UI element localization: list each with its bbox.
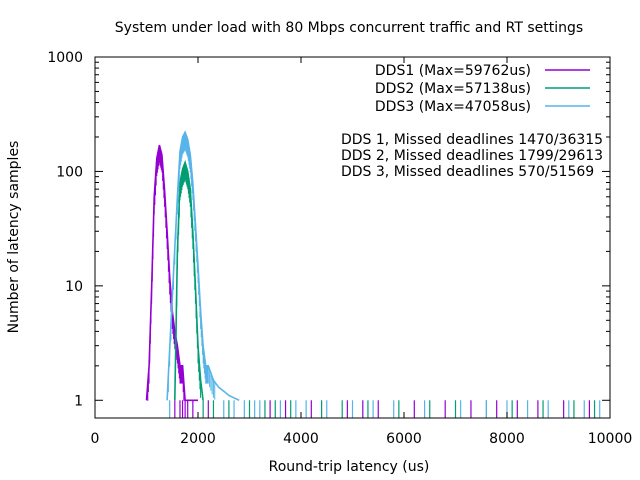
legend: DDS1 (Max=59762us) DDS2 (Max=57138us) DDS3… [375, 63, 590, 115]
series-2 [174, 159, 596, 418]
series-1-line [145, 144, 198, 402]
x-tick-label: 0 [91, 431, 100, 447]
y-tick-label: 100 [56, 164, 83, 180]
x-tick-label: 4000 [283, 431, 319, 447]
data-layer [145, 130, 601, 418]
legend-label: DDS2 (Max=57138us) [375, 81, 531, 97]
missed-deadlines-annotation: DDS 1, Missed deadlines 1470/36315 [341, 132, 603, 148]
legend-label: DDS3 (Max=47058us) [375, 99, 531, 115]
axis-ticks: 0 2000 4000 6000 8000 10000 1 10 100 1000 [47, 50, 632, 447]
legend-label: DDS1 (Max=59762us) [375, 63, 531, 79]
y-axis-label: Number of latency samples [6, 141, 22, 334]
series-3 [166, 130, 601, 418]
x-tick-label: 10000 [588, 431, 633, 447]
y-tick-label: 1000 [47, 50, 83, 66]
x-tick-label: 2000 [180, 431, 216, 447]
x-tick-label: 8000 [489, 431, 525, 447]
x-axis-label: Round-trip latency (us) [269, 459, 430, 475]
y-tick-label: 10 [65, 279, 83, 295]
missed-deadlines-annotation: DDS 2, Missed deadlines 1799/29613 [341, 148, 603, 164]
plot-frame [94, 56, 611, 419]
missed-deadlines-annotation: DDS 3, Missed deadlines 570/51569 [341, 164, 594, 180]
x-tick-label: 6000 [386, 431, 422, 447]
chart-title: System under load with 80 Mbps concurren… [115, 20, 583, 36]
y-tick-label: 1 [74, 393, 83, 409]
